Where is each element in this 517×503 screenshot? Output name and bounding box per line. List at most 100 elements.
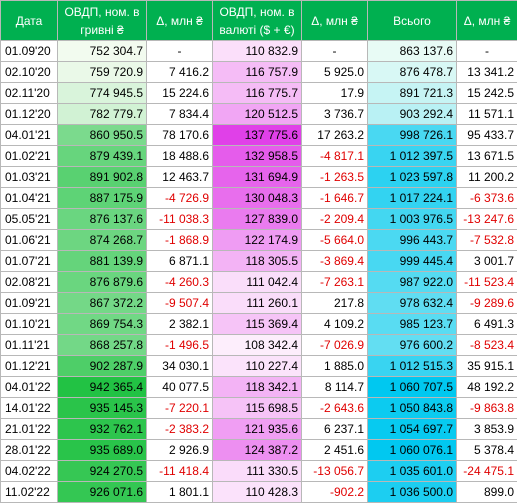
date-cell: 01.12'21 bbox=[1, 356, 58, 377]
total-cell: 1 003 976.5 bbox=[368, 209, 457, 230]
fx-cell: 116 775.7 bbox=[213, 83, 302, 104]
total-delta-cell: 11 200.2 bbox=[457, 167, 517, 188]
total-delta-cell: -7 532.8 bbox=[457, 230, 517, 251]
total-delta-cell: 15 242.5 bbox=[457, 83, 517, 104]
fx-delta-cell: -5 664.0 bbox=[302, 230, 368, 251]
total-delta-cell: 35 915.1 bbox=[457, 356, 517, 377]
total-cell: 1 060 707.5 bbox=[368, 377, 457, 398]
total-cell: 1 060 076.1 bbox=[368, 440, 457, 461]
uah-cell: 902 287.9 bbox=[58, 356, 147, 377]
total-delta-cell: 6 491.3 bbox=[457, 314, 517, 335]
total-cell: 891 721.3 bbox=[368, 83, 457, 104]
uah-cell: 752 304.7 bbox=[58, 41, 147, 62]
total-delta-cell: -6 373.6 bbox=[457, 188, 517, 209]
header-fx: ОВДП, ном. в валюті ($ + €) bbox=[213, 1, 302, 41]
date-cell: 11.02'22 bbox=[1, 482, 58, 503]
fx-cell: 121 935.6 bbox=[213, 419, 302, 440]
fx-delta-cell: 3 736.7 bbox=[302, 104, 368, 125]
fx-delta-cell: 8 114.7 bbox=[302, 377, 368, 398]
date-cell: 02.08'21 bbox=[1, 272, 58, 293]
uah-delta-cell: -1 496.5 bbox=[147, 335, 213, 356]
uah-delta-cell: 7 834.4 bbox=[147, 104, 213, 125]
uah-cell: 942 365.4 bbox=[58, 377, 147, 398]
total-cell: 1 050 843.8 bbox=[368, 398, 457, 419]
date-cell: 01.09'20 bbox=[1, 41, 58, 62]
date-cell: 01.10'21 bbox=[1, 314, 58, 335]
fx-delta-cell: -13 056.7 bbox=[302, 461, 368, 482]
fx-cell: 137 775.6 bbox=[213, 125, 302, 146]
fx-delta-cell: 5 925.0 bbox=[302, 62, 368, 83]
date-cell: 04.01'21 bbox=[1, 125, 58, 146]
total-delta-cell: -9 289.6 bbox=[457, 293, 517, 314]
uah-cell: 774 945.5 bbox=[58, 83, 147, 104]
fx-cell: 130 048.3 bbox=[213, 188, 302, 209]
total-cell: 1 017 224.1 bbox=[368, 188, 457, 209]
uah-delta-cell: -1 868.9 bbox=[147, 230, 213, 251]
uah-cell: 867 372.2 bbox=[58, 293, 147, 314]
total-delta-cell: 3 001.7 bbox=[457, 251, 517, 272]
uah-delta-cell: 6 871.1 bbox=[147, 251, 213, 272]
fx-delta-cell: -1 263.5 bbox=[302, 167, 368, 188]
uah-delta-cell: 15 224.6 bbox=[147, 83, 213, 104]
fx-cell: 110 832.9 bbox=[213, 41, 302, 62]
date-cell: 01.04'21 bbox=[1, 188, 58, 209]
uah-cell: 874 268.7 bbox=[58, 230, 147, 251]
total-delta-cell: 48 192.2 bbox=[457, 377, 517, 398]
uah-cell: 881 139.9 bbox=[58, 251, 147, 272]
fx-cell: 110 227.4 bbox=[213, 356, 302, 377]
fx-delta-cell: -1 646.7 bbox=[302, 188, 368, 209]
fx-delta-cell: -4 817.1 bbox=[302, 146, 368, 167]
total-delta-cell: -13 247.6 bbox=[457, 209, 517, 230]
header-total: Всього bbox=[368, 1, 457, 41]
date-cell: 28.01'22 bbox=[1, 440, 58, 461]
date-cell: 01.11'21 bbox=[1, 335, 58, 356]
uah-delta-cell: 34 030.1 bbox=[147, 356, 213, 377]
total-delta-cell: 899.0 bbox=[457, 482, 517, 503]
uah-cell: 926 071.6 bbox=[58, 482, 147, 503]
uah-delta-cell: -4 260.3 bbox=[147, 272, 213, 293]
uah-delta-cell: -7 220.1 bbox=[147, 398, 213, 419]
uah-delta-cell: -4 726.9 bbox=[147, 188, 213, 209]
fx-delta-cell: -2 209.4 bbox=[302, 209, 368, 230]
fx-cell: 110 428.3 bbox=[213, 482, 302, 503]
fx-delta-cell: -2 643.6 bbox=[302, 398, 368, 419]
uah-delta-cell: 78 170.6 bbox=[147, 125, 213, 146]
fx-cell: 132 958.5 bbox=[213, 146, 302, 167]
uah-delta-cell: - bbox=[147, 41, 213, 62]
fx-delta-cell: - bbox=[302, 41, 368, 62]
total-cell: 999 445.4 bbox=[368, 251, 457, 272]
fx-cell: 111 330.5 bbox=[213, 461, 302, 482]
uah-delta-cell: -2 383.2 bbox=[147, 419, 213, 440]
header-fx-delta: Δ, млн ₴ bbox=[302, 1, 368, 41]
total-cell: 1 035 601.0 bbox=[368, 461, 457, 482]
uah-delta-cell: -11 418.4 bbox=[147, 461, 213, 482]
date-cell: 05.05'21 bbox=[1, 209, 58, 230]
uah-cell: 932 762.1 bbox=[58, 419, 147, 440]
uah-delta-cell: -9 507.4 bbox=[147, 293, 213, 314]
fx-delta-cell: 217.8 bbox=[302, 293, 368, 314]
date-cell: 01.03'21 bbox=[1, 167, 58, 188]
fx-cell: 118 305.5 bbox=[213, 251, 302, 272]
fx-delta-cell: -7 026.9 bbox=[302, 335, 368, 356]
uah-cell: 924 270.5 bbox=[58, 461, 147, 482]
fx-delta-cell: 2 451.6 bbox=[302, 440, 368, 461]
uah-cell: 868 257.8 bbox=[58, 335, 147, 356]
total-delta-cell: 95 433.7 bbox=[457, 125, 517, 146]
